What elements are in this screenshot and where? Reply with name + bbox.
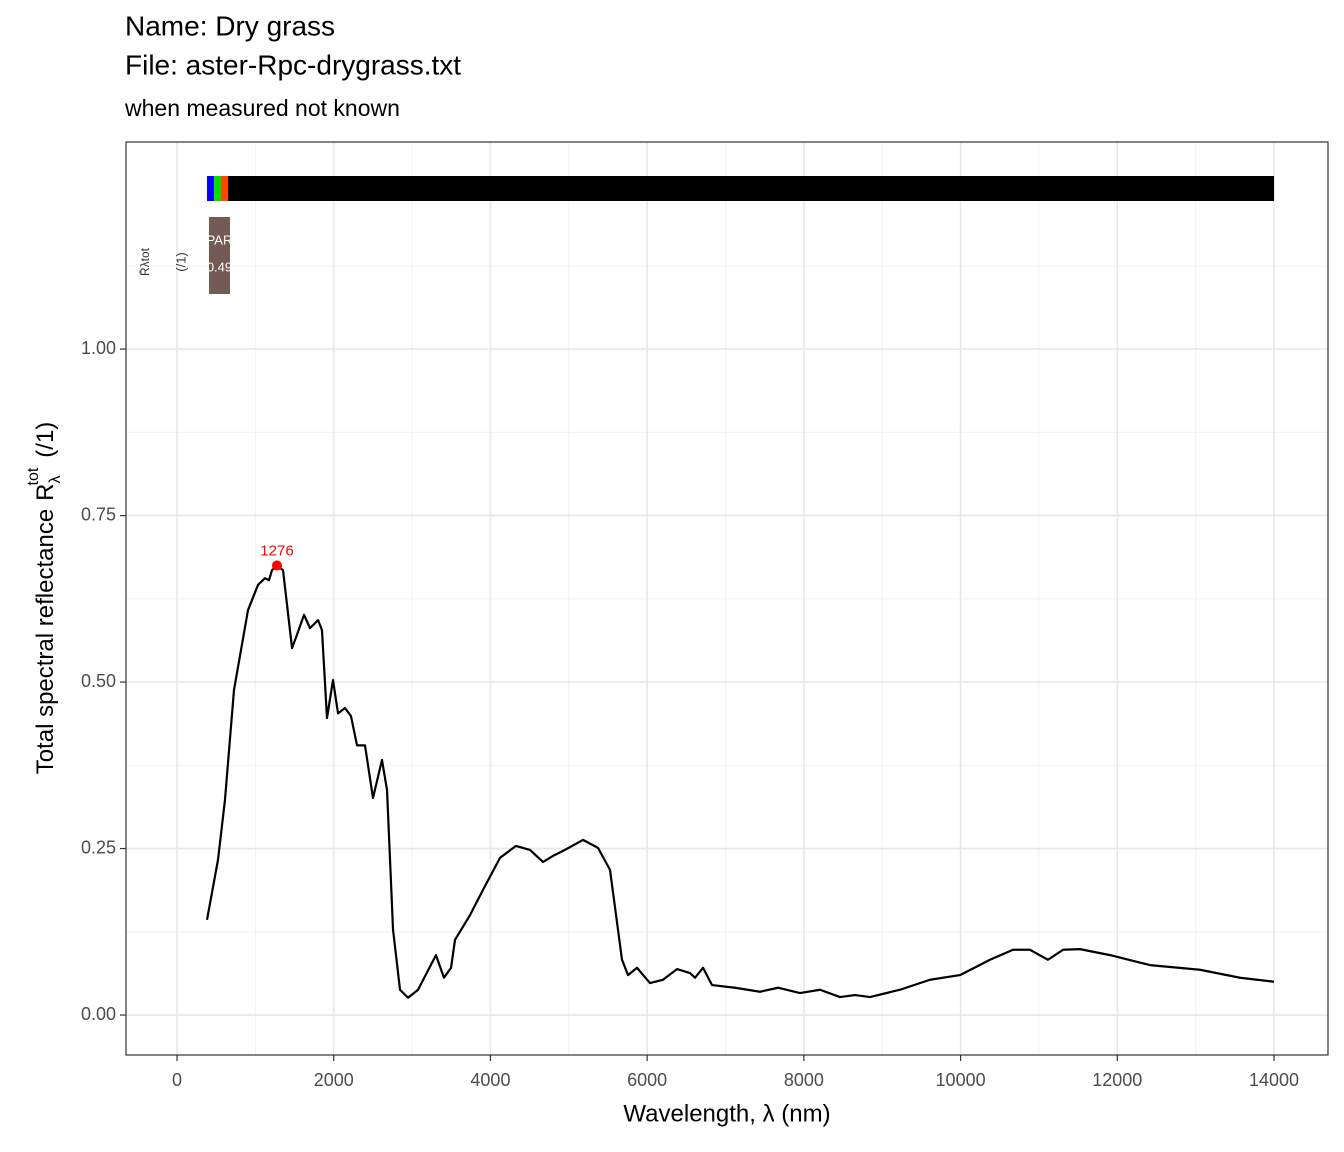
x-tick-label: 4000 — [470, 1070, 510, 1090]
y-axis-title-text: Total spectral reflectance — [32, 509, 59, 774]
chart-title: Name: Dry grass — [125, 10, 335, 41]
y-axis-title-sub: λ — [47, 475, 64, 483]
waveband — [214, 176, 222, 201]
chart-subtitle: when measured not known — [124, 95, 400, 121]
summary-value: 0.49 — [207, 259, 232, 274]
x-tick-label: 10000 — [936, 1070, 986, 1090]
plot-panel-border — [125, 141, 1329, 1056]
waveband — [221, 176, 229, 201]
peak-label: 1276 — [260, 543, 293, 560]
waveband — [207, 176, 215, 201]
x-axis-title: Wavelength, λ (nm) — [623, 1100, 830, 1127]
summary-unit: (/1) — [173, 252, 188, 272]
summary-name: PAR — [207, 232, 233, 247]
spectrum-line — [205, 564, 1275, 999]
chart-title: File: aster-Rpc-drygrass.txt — [125, 49, 461, 80]
x-tick-label: 0 — [172, 1070, 182, 1090]
y-axis-title: Total spectral reflectance Rλtot (/1) — [25, 422, 64, 775]
x-tick-label: 14000 — [1249, 1070, 1299, 1090]
x-tick-label: 12000 — [1092, 1070, 1142, 1090]
x-tick-label: 8000 — [784, 1070, 824, 1090]
summary-label: R̄λtot — [138, 247, 152, 276]
y-tick-label: 1.00 — [81, 338, 116, 358]
y-axis-title-symbol: R — [32, 483, 59, 500]
y-tick-label: 0.00 — [81, 1004, 116, 1024]
y-tick-label: 0.50 — [81, 671, 116, 691]
waveband — [228, 176, 1275, 201]
peak-point — [271, 560, 282, 571]
y-tick-label: 0.75 — [81, 504, 116, 524]
x-tick-label: 6000 — [627, 1070, 667, 1090]
y-axis-title-unit: (/1) — [32, 422, 59, 458]
x-tick-label: 2000 — [314, 1070, 354, 1090]
y-tick-label: 0.25 — [81, 837, 116, 857]
y-axis-title-sup: tot — [25, 467, 42, 485]
summary-box — [208, 217, 230, 294]
